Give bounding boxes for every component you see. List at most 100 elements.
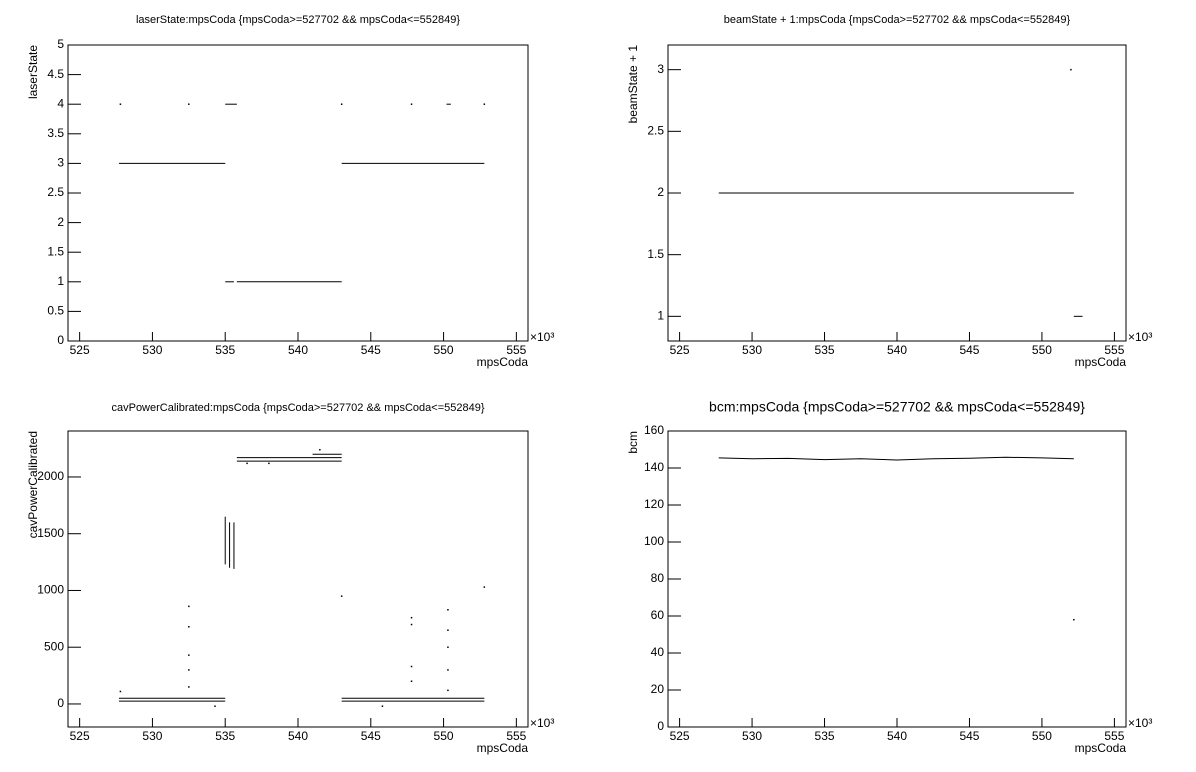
plot-frame (667, 430, 1127, 728)
x-tick-label: 555 (506, 343, 526, 357)
y-tick-label: 3 (57, 156, 64, 170)
y-tick-label: 1000 (37, 583, 64, 597)
data-point (410, 103, 413, 105)
x-tick-label: 530 (142, 343, 162, 357)
x-tick-label: 545 (959, 343, 979, 357)
x-tick-label: 525 (70, 729, 90, 743)
chart-title: bcm:mpsCoda {mpsCoda>=527702 && mpsCoda<… (709, 399, 1085, 415)
y-tick-label: 2 (57, 215, 64, 229)
data-point (119, 690, 122, 693)
data-point (410, 680, 413, 683)
x-tick-label: 545 (361, 729, 381, 743)
x-multiplier: ×10³ (530, 716, 554, 730)
x-tick-label: 535 (215, 729, 235, 743)
data-point (447, 689, 449, 692)
y-tick-label: 0 (657, 719, 664, 733)
data-point (188, 605, 190, 608)
y-tick-label: 120 (644, 497, 664, 511)
plot-frame (67, 44, 529, 342)
y-axis-label: beamState + 1 (626, 45, 640, 124)
data-point (119, 103, 122, 105)
data-point (214, 705, 216, 707)
x-tick-label: 535 (815, 343, 835, 357)
data-point (188, 626, 190, 628)
data-point (447, 669, 449, 671)
x-multiplier: ×10³ (1128, 716, 1152, 730)
y-tick-label: 2000 (37, 469, 64, 483)
x-axis-label: mpsCoda (477, 355, 529, 369)
data-point (483, 103, 486, 105)
y-tick-label: 4 (57, 96, 64, 110)
chart-title: laserState:mpsCoda {mpsCoda>=527702 && m… (136, 14, 460, 26)
x-tick-label: 535 (215, 343, 235, 357)
data-point (447, 629, 449, 631)
y-tick-label: 0 (57, 333, 64, 347)
chart-title: beamState + 1:mpsCoda {mpsCoda>=527702 &… (724, 14, 1071, 26)
y-tick-label: 2.5 (47, 185, 64, 199)
x-tick-label: 540 (887, 729, 907, 743)
data-point (188, 654, 190, 656)
y-tick-label: 1 (657, 309, 664, 323)
x-tick-label: 545 (361, 343, 381, 357)
y-axis-label: cavPowerCalibrated (26, 431, 40, 538)
chart-title: cavPowerCalibrated:mpsCoda {mpsCoda>=527… (111, 402, 484, 414)
data-point (447, 609, 449, 611)
y-tick-label: 160 (644, 423, 664, 437)
data-point (410, 623, 413, 626)
data-line (718, 456, 1074, 461)
y-tick-label: 1.5 (647, 247, 664, 261)
data-point (268, 462, 270, 465)
data-point (1073, 618, 1075, 621)
data-point (381, 705, 384, 707)
y-tick-label: 1500 (37, 526, 64, 540)
x-axis-label: mpsCoda (477, 741, 529, 755)
y-tick-label: 140 (644, 460, 664, 474)
y-tick-label: 0.5 (47, 304, 64, 318)
x-tick-label: 550 (1032, 729, 1052, 743)
x-tick-label: 555 (1104, 729, 1124, 743)
data-point (340, 595, 343, 597)
x-tick-label: 530 (742, 343, 762, 357)
y-tick-label: 20 (651, 682, 665, 696)
data-point (188, 669, 190, 671)
x-tick-label: 545 (959, 729, 979, 743)
x-tick-label: 540 (887, 343, 907, 357)
y-tick-label: 2.5 (647, 124, 664, 138)
y-tick-label: 500 (44, 639, 64, 653)
data-point (1070, 68, 1072, 71)
x-tick-label: 550 (434, 343, 454, 357)
data-point (188, 686, 190, 688)
x-multiplier: ×10³ (1128, 330, 1152, 344)
y-axis-label: laserState (26, 45, 40, 99)
x-multiplier: ×10³ (530, 330, 554, 344)
x-tick-label: 530 (742, 729, 762, 743)
x-tick-label: 530 (142, 729, 162, 743)
x-tick-label: 535 (815, 729, 835, 743)
data-point (410, 616, 413, 619)
y-tick-label: 3 (657, 62, 664, 76)
x-tick-label: 550 (434, 729, 454, 743)
x-tick-label: 550 (1032, 343, 1052, 357)
y-tick-label: 1 (57, 274, 64, 288)
x-tick-label: 525 (70, 343, 90, 357)
x-tick-label: 540 (288, 343, 308, 357)
x-tick-label: 555 (1104, 343, 1124, 357)
y-axis-label: bcm (626, 431, 640, 454)
y-tick-label: 1.5 (47, 244, 64, 258)
y-tick-label: 5 (57, 37, 64, 51)
x-tick-label: 525 (670, 343, 690, 357)
x-axis-label: mpsCoda (1075, 355, 1127, 369)
y-tick-label: 0 (57, 696, 64, 710)
plot-frame (67, 430, 529, 728)
data-point (340, 103, 343, 105)
y-tick-label: 3.5 (47, 126, 64, 140)
data-point (483, 586, 486, 588)
data-point (188, 103, 190, 105)
data-point (410, 665, 413, 668)
x-tick-label: 525 (670, 729, 690, 743)
y-tick-label: 2 (657, 185, 664, 199)
y-tick-label: 60 (651, 608, 665, 622)
data-point (319, 448, 321, 451)
